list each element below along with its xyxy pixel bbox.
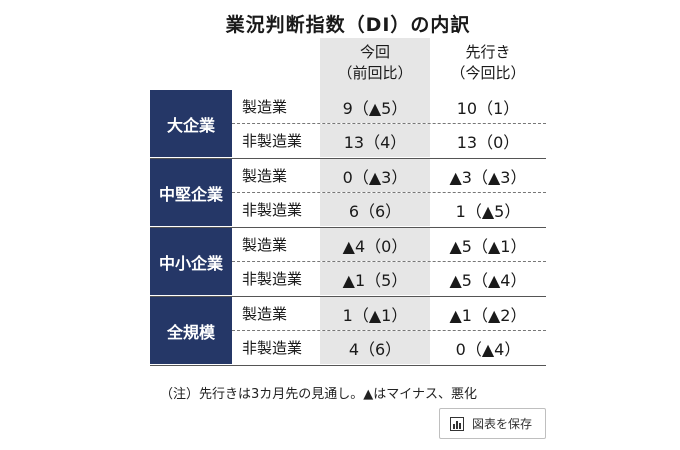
current-value: 4（6） (320, 331, 430, 364)
current-value: ▲4（0） (320, 228, 430, 261)
future-value: ▲5（▲4） (449, 270, 527, 290)
current-value: 0（▲3） (320, 159, 430, 192)
chart-title: 業況判断指数（DI）の内訳 (225, 14, 471, 36)
row-separator (232, 192, 546, 193)
row-label: 非製造業 (242, 132, 303, 150)
group-separator (150, 157, 546, 159)
row-separator (232, 123, 546, 124)
save-chart-label: 図表を保存 (472, 417, 533, 431)
group-label: 大企業 (150, 90, 232, 157)
group-label: 全規模 (150, 297, 232, 364)
row-label: 非製造業 (242, 270, 303, 288)
row-label: 非製造業 (242, 201, 303, 219)
future-header: 先行き （今回比） (430, 42, 546, 84)
current-value: 13（4） (320, 124, 430, 157)
current-header-sub: （前回比） (337, 64, 413, 82)
group-separator (150, 226, 546, 228)
current-header: 今回 （前回比） (320, 42, 430, 84)
current-value: 1（▲1） (320, 297, 430, 330)
group-label: 中堅企業 (150, 159, 232, 226)
row-label: 製造業 (242, 236, 288, 254)
save-chart-button[interactable]: 図表を保存 (439, 408, 546, 439)
future-value: 0（▲4） (455, 339, 521, 359)
future-value: 1（▲5） (455, 201, 521, 221)
future-value: ▲5（▲1） (449, 236, 527, 256)
group-separator (150, 364, 546, 366)
current-header-label: 今回 (359, 43, 390, 61)
row-label: 製造業 (242, 167, 288, 185)
future-value: ▲1（▲2） (449, 305, 527, 325)
future-header-sub: （今回比） (450, 64, 526, 82)
group-separator (150, 295, 546, 297)
current-header-bg (320, 38, 430, 90)
future-value: ▲3（▲3） (449, 167, 527, 187)
future-value: 13（0） (456, 132, 520, 152)
footnote: （注）先行きは3カ月先の見通し。▲はマイナス、悪化 (160, 387, 478, 402)
row-label: 製造業 (242, 305, 288, 323)
row-label: 製造業 (242, 98, 288, 116)
row-label: 非製造業 (242, 339, 303, 357)
future-value: 10（1） (456, 98, 520, 118)
current-value: 6（6） (320, 193, 430, 226)
current-value: 9（▲5） (320, 90, 430, 123)
group-label: 中小企業 (150, 228, 232, 295)
future-header-label: 先行き (465, 43, 511, 61)
bar-chart-icon (450, 416, 464, 431)
current-value: ▲1（5） (320, 262, 430, 295)
row-separator (232, 330, 546, 331)
row-separator (232, 261, 546, 262)
